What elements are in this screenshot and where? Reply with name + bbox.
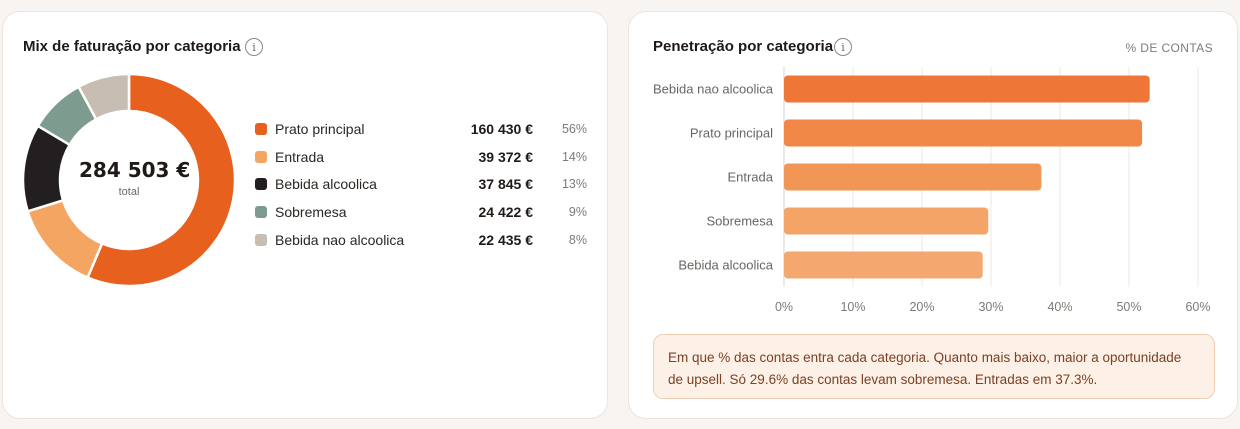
donut-total-value: 284 503 €	[79, 158, 191, 182]
y-category-label: Sobremesa	[707, 214, 774, 229]
x-tick-label: 40%	[1047, 300, 1072, 314]
penetration-bar[interactable]	[784, 163, 1042, 191]
legend-swatch	[255, 150, 267, 163]
penetration-bar-chart: 0% 10% 20% 30% 40% 50% 60% Bebida nao alcoolica…	[653, 67, 1211, 314]
donut-slice[interactable]	[26, 198, 104, 280]
penetration-bar[interactable]	[784, 251, 983, 279]
donut-slice[interactable]	[76, 72, 131, 121]
penetration-bar[interactable]	[784, 75, 1150, 103]
info-icon[interactable]: i	[245, 38, 263, 56]
legend-value: 24 422 €	[478, 203, 534, 220]
x-tick-label: 10%	[840, 300, 865, 314]
legend-percent: 13%	[561, 177, 587, 192]
legend-label: Sobremesa	[275, 203, 347, 220]
legend-item: Prato principal 160 430 € 56%	[253, 115, 593, 143]
legend-swatch	[255, 205, 267, 218]
revenue-legend: Prato principal 160 430 € 56% Entrada 39…	[253, 115, 593, 253]
revenue-donut-chart	[21, 72, 237, 288]
donut-slice[interactable]	[85, 72, 237, 288]
legend-percent: 9%	[568, 204, 587, 219]
legend-value: 160 430 €	[470, 120, 533, 137]
x-tick-label: 30%	[978, 300, 1003, 314]
penetration-title: Penetração por categoria	[653, 38, 834, 55]
info-icon[interactable]: i	[834, 38, 852, 56]
penetration-bar[interactable]	[784, 207, 989, 235]
y-category-label: Entrada	[727, 170, 773, 185]
legend-value: 39 372 €	[478, 148, 534, 165]
x-tick-label: 60%	[1185, 300, 1210, 314]
x-tick-label: 50%	[1116, 300, 1141, 314]
insight-note: Em que % das contas entra cada categoria…	[653, 334, 1215, 399]
legend-item: Bebida alcoolica 37 845 € 13%	[253, 170, 593, 198]
revenue-mix-card: Mix de faturação por categoria i 284 503…	[2, 11, 608, 419]
penetration-bar[interactable]	[784, 119, 1143, 147]
legend-value: 22 435 €	[478, 231, 534, 248]
legend-label: Prato principal	[275, 120, 365, 137]
legend-label: Bebida alcoolica	[275, 176, 377, 193]
legend-label: Bebida nao alcoolica	[275, 231, 405, 248]
penetration-card: Penetração por categoria i % DE CONTAS 0…	[628, 11, 1238, 419]
legend-swatch	[255, 233, 267, 246]
legend-percent: 8%	[568, 232, 587, 247]
legend-item: Bebida nao alcoolica 22 435 € 8%	[253, 226, 593, 254]
legend-swatch	[255, 122, 267, 135]
legend-item: Sobremesa 24 422 € 9%	[253, 198, 593, 226]
legend-label: Entrada	[275, 148, 325, 165]
legend-percent: 56%	[561, 121, 587, 136]
revenue-mix-title: Mix de faturação por categoria	[23, 38, 241, 55]
x-tick-label: 0%	[775, 300, 793, 314]
y-category-label: Bebida nao alcoolica	[653, 82, 774, 97]
legend-item: Entrada 39 372 € 14%	[253, 143, 593, 171]
legend-value: 37 845 €	[478, 176, 534, 193]
legend-percent: 14%	[561, 149, 587, 164]
y-category-label: Bebida alcoolica	[678, 258, 773, 273]
x-tick-label: 20%	[909, 300, 934, 314]
legend-swatch	[255, 178, 267, 191]
y-category-label: Prato principal	[690, 126, 773, 141]
unit-label: % DE CONTAS	[1125, 41, 1213, 55]
donut-total-caption: total	[118, 186, 140, 198]
